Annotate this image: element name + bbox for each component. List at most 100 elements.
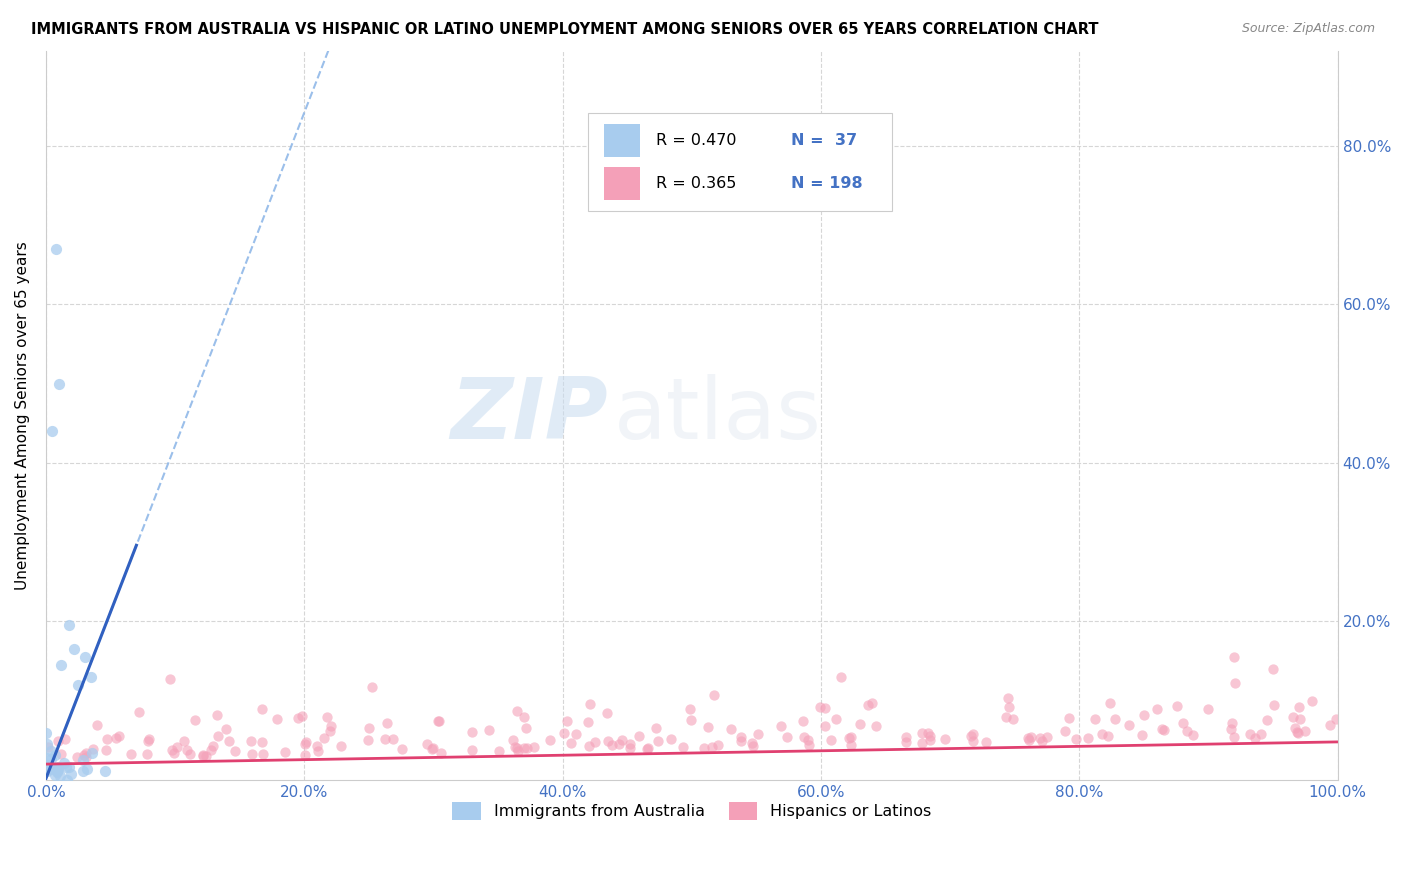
Legend: Immigrants from Australia, Hispanics or Latinos: Immigrants from Australia, Hispanics or … (446, 796, 938, 827)
Point (560, 736, 582, 750)
Point (51, 658, 73, 673)
Point (1146, 702, 1168, 716)
Point (808, 700, 831, 714)
Point (1001, 712, 1024, 726)
Point (173, 734, 195, 748)
Point (1250, 727, 1272, 741)
Point (105, 731, 128, 745)
Text: atlas: atlas (614, 374, 823, 457)
Text: IMMIGRANTS FROM AUSTRALIA VS HISPANIC OR LATINO UNEMPLOYMENT AMONG SENIORS OVER : IMMIGRANTS FROM AUSTRALIA VS HISPANIC OR… (31, 22, 1098, 37)
Point (516, 741, 538, 756)
Point (799, 738, 821, 752)
Point (1099, 696, 1122, 710)
Point (894, 730, 917, 744)
Point (51, 747, 73, 762)
Point (224, 744, 246, 758)
Point (94, 764, 117, 778)
Point (1031, 734, 1053, 748)
Point (637, 741, 659, 756)
Point (1017, 731, 1039, 745)
Point (776, 731, 799, 745)
Point (1029, 731, 1052, 745)
Point (391, 742, 413, 756)
Point (266, 713, 288, 727)
Point (53, 731, 76, 746)
Point (681, 713, 703, 727)
Point (163, 746, 186, 760)
Point (1225, 676, 1247, 690)
Point (356, 732, 378, 747)
Point (166, 740, 188, 755)
Point (1021, 730, 1043, 744)
Point (427, 714, 450, 729)
Point (515, 722, 537, 736)
Point (513, 740, 536, 755)
Point (578, 715, 600, 730)
Text: ZIP: ZIP (450, 374, 607, 457)
Point (1294, 724, 1316, 739)
Point (856, 698, 879, 712)
Point (461, 743, 484, 757)
Point (1282, 710, 1305, 724)
Point (41, 424, 63, 438)
Point (595, 706, 617, 721)
Point (136, 747, 159, 761)
Point (250, 702, 273, 716)
Point (58, 618, 80, 632)
Text: Source: ZipAtlas.com: Source: ZipAtlas.com (1241, 22, 1375, 36)
Point (974, 735, 997, 749)
Point (58, 760, 80, 774)
Point (1263, 698, 1285, 712)
Point (1077, 731, 1099, 745)
Point (35, 764, 58, 779)
Point (962, 726, 984, 740)
Point (287, 711, 309, 725)
Point (477, 723, 499, 738)
Point (1097, 730, 1119, 744)
Point (1104, 712, 1126, 726)
Point (250, 735, 273, 749)
Text: N =  37: N = 37 (792, 133, 858, 148)
Point (1057, 711, 1080, 725)
Point (63, 642, 86, 657)
Point (645, 721, 668, 735)
Point (314, 731, 336, 745)
Point (252, 747, 274, 761)
Point (917, 726, 939, 740)
Point (239, 734, 262, 748)
Point (136, 734, 159, 748)
Point (997, 691, 1019, 706)
Point (422, 740, 444, 755)
Point (195, 749, 218, 764)
Point (48, 376, 70, 391)
Point (697, 720, 720, 734)
Point (218, 733, 240, 747)
Point (179, 747, 201, 761)
Point (1285, 724, 1308, 739)
Point (911, 726, 934, 740)
Point (374, 731, 396, 746)
Point (307, 744, 329, 758)
Point (1239, 727, 1261, 741)
Point (553, 725, 575, 739)
Point (96, 743, 118, 757)
Point (138, 731, 160, 746)
Point (1133, 707, 1156, 722)
Point (661, 731, 683, 746)
Point (1054, 724, 1077, 739)
Point (73, 650, 96, 665)
Point (295, 734, 318, 748)
Point (240, 747, 263, 761)
Point (191, 749, 214, 764)
Point (707, 738, 730, 752)
Point (55, 759, 77, 773)
Point (1223, 730, 1246, 744)
Point (294, 747, 316, 762)
Point (39, 744, 62, 758)
Point (538, 733, 561, 747)
Point (76, 763, 98, 777)
Point (1256, 713, 1278, 727)
Point (72, 764, 94, 778)
Point (839, 738, 862, 752)
Point (1319, 718, 1341, 732)
